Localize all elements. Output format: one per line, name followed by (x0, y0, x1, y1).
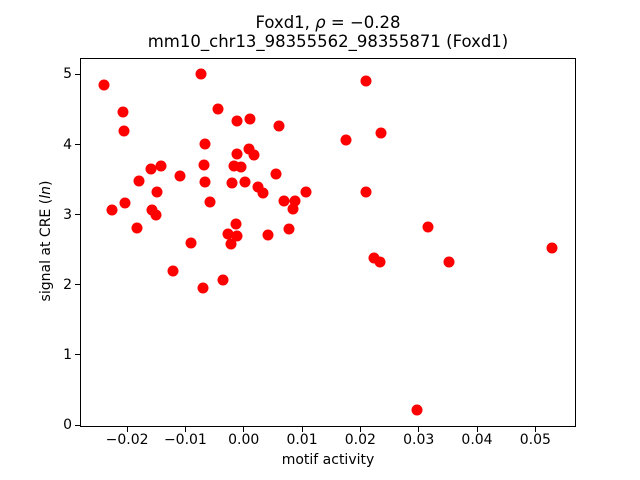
x-tick-label: 0.01 (286, 432, 318, 448)
y-tick-mark (75, 424, 80, 426)
data-point (195, 68, 207, 80)
rho-symbol: ρ (315, 13, 326, 32)
data-point (150, 209, 162, 221)
x-tick-label: −0.01 (163, 432, 207, 448)
data-point (199, 176, 211, 188)
y-tick-label: 4 (63, 136, 72, 153)
data-point (204, 196, 216, 208)
data-point (117, 106, 129, 118)
x-tick-mark (184, 427, 186, 432)
x-tick-mark (359, 427, 361, 432)
data-point (368, 252, 380, 264)
data-point (340, 134, 352, 146)
data-point (443, 256, 455, 268)
data-point (375, 127, 387, 139)
data-point (360, 186, 372, 198)
data-point (235, 161, 247, 173)
data-point (198, 159, 210, 171)
data-point (133, 175, 145, 187)
x-tick-mark (534, 427, 536, 432)
data-point (197, 282, 209, 294)
data-point (228, 160, 240, 172)
data-point (283, 223, 295, 235)
data-point (106, 204, 118, 216)
data-point (212, 103, 224, 115)
y-tick-label: 0 (63, 417, 72, 434)
data-point (145, 163, 157, 175)
x-tick-mark (301, 427, 303, 432)
x-tick-mark (126, 427, 128, 432)
data-point (222, 228, 234, 240)
data-point (273, 120, 285, 132)
data-point (287, 203, 299, 215)
data-point (231, 115, 243, 127)
data-point (257, 187, 269, 199)
x-axis-label: motif activity (281, 452, 375, 468)
y-tick-label: 3 (63, 206, 72, 223)
data-point (422, 221, 434, 233)
data-point (167, 265, 179, 277)
chart-title: Foxd1, ρ = −0.28 (0, 13, 640, 32)
y-tick-mark (75, 354, 80, 356)
ylabel-ln: ln (38, 186, 54, 199)
data-point (118, 125, 130, 137)
data-point (248, 149, 260, 161)
chart-title-suffix: = −0.28 (325, 13, 401, 32)
data-point (252, 181, 264, 193)
data-point (231, 148, 243, 160)
data-point (374, 256, 386, 268)
x-tick-label: 0.02 (344, 432, 376, 448)
data-point (225, 238, 237, 250)
data-point (239, 176, 251, 188)
data-point (300, 186, 312, 198)
data-point (217, 274, 229, 286)
data-point (151, 186, 163, 198)
x-tick-label: 0.00 (228, 432, 260, 448)
data-point (98, 79, 110, 91)
y-tick-label: 1 (63, 346, 72, 363)
x-tick-label: 0.04 (461, 432, 493, 448)
data-point (360, 75, 372, 87)
data-point (546, 242, 558, 254)
x-tick-mark (476, 427, 478, 432)
data-point (230, 218, 242, 230)
data-point (131, 222, 143, 234)
y-tick-mark (75, 144, 80, 146)
x-tick-label: 0.05 (519, 432, 551, 448)
chart-subtitle: mm10_chr13_98355562_98355871 (Foxd1) (147, 32, 509, 51)
x-tick-mark (243, 427, 245, 432)
data-point (226, 177, 238, 189)
y-axis-label-text: signal at CRE (ln) (38, 91, 54, 391)
y-tick-label: 5 (63, 66, 72, 83)
x-tick-mark (418, 427, 420, 432)
x-tick-label: −0.02 (105, 432, 149, 448)
y-tick-mark (75, 214, 80, 216)
data-point (243, 143, 255, 155)
ylabel-prefix: signal at CRE ( (38, 198, 54, 302)
data-point (174, 170, 186, 182)
data-point (231, 230, 243, 242)
y-tick-mark (75, 73, 80, 75)
ylabel-suffix: ) (38, 180, 54, 187)
plot-area (80, 58, 576, 427)
x-tick-label: 0.03 (403, 432, 435, 448)
data-point (289, 195, 301, 207)
data-point (119, 197, 131, 209)
data-point (185, 237, 197, 249)
y-tick-label: 2 (63, 276, 72, 293)
data-point (411, 404, 423, 416)
y-tick-mark (75, 284, 80, 286)
data-point (244, 113, 256, 125)
data-point (270, 168, 282, 180)
data-point (278, 195, 290, 207)
data-point (199, 138, 211, 150)
data-point (262, 229, 274, 241)
data-point (155, 160, 167, 172)
chart-title-prefix: Foxd1, (255, 13, 316, 32)
